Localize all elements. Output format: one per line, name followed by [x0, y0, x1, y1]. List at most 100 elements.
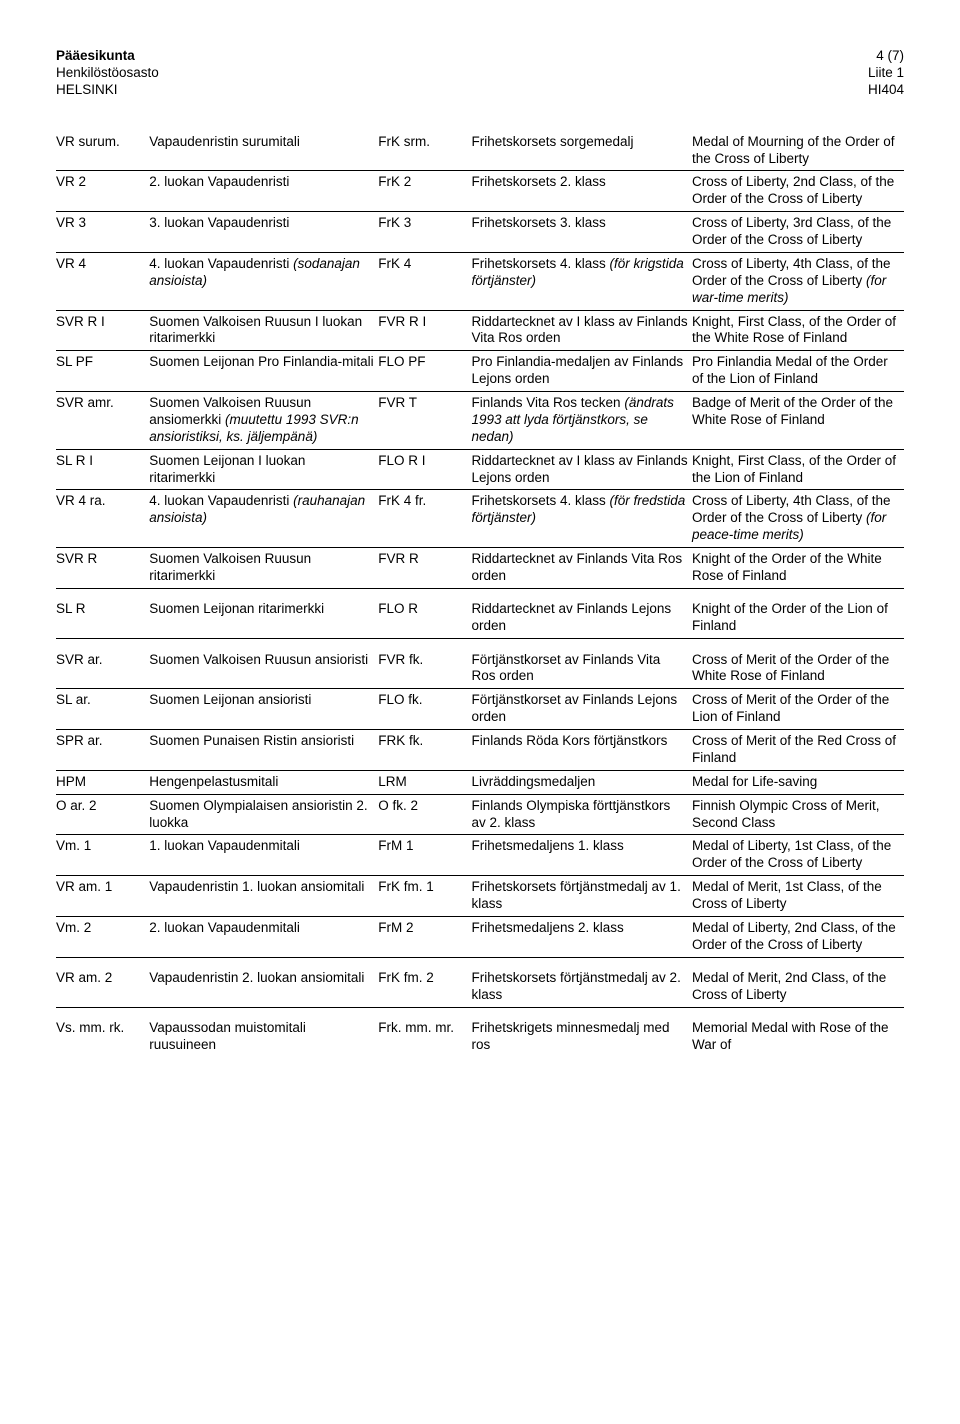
cell-e: Knight of the Order of the Lion of Finla…	[692, 598, 904, 638]
table-row: SL PFSuomen Leijonan Pro Finlandia-mital…	[56, 351, 904, 392]
cell-e: Finnish Olympic Cross of Merit, Second C…	[692, 794, 904, 835]
cell-d: Frihetsmedaljens 2. klass	[471, 916, 691, 957]
cell-d: Livräddingsmedaljen	[471, 770, 691, 794]
cell-e: Memorial Medal with Rose of the War of	[692, 1017, 904, 1057]
cell-c: FrM 2	[378, 916, 471, 957]
cell-a: HPM	[56, 770, 149, 794]
table-row: VR surum.Vapaudenristin surumitaliFrK sr…	[56, 131, 904, 171]
cell-b: Vapaudenristin surumitali	[149, 131, 378, 171]
cell-b: Hengenpelastusmitali	[149, 770, 378, 794]
cell-b: Suomen Valkoisen Ruusun I luokan ritarim…	[149, 310, 378, 351]
cell-a: VR surum.	[56, 131, 149, 171]
cell-d: Förtjänstkorset av Finlands Vita Ros ord…	[471, 649, 691, 689]
cell-a: SVR ar.	[56, 649, 149, 689]
cell-d: Frihetskorsets förtjänstmedalj av 1. kla…	[471, 876, 691, 917]
cell-c: FrK 4	[378, 252, 471, 310]
spacer-row	[56, 1007, 904, 1017]
table-row: Vm. 11. luokan VapaudenmitaliFrM 1Frihet…	[56, 835, 904, 876]
table-row: VR 22. luokan VapaudenristiFrK 2Frihetsk…	[56, 171, 904, 212]
table-row: VR 44. luokan Vapaudenristi (sodanajan a…	[56, 252, 904, 310]
table-row: SVR ar.Suomen Valkoisen Ruusun ansiorist…	[56, 649, 904, 689]
cell-a: SL R	[56, 598, 149, 638]
cell-e: Cross of Liberty, 2nd Class, of the Orde…	[692, 171, 904, 212]
cell-d: Riddartecknet av I klass av Finlands Vit…	[471, 310, 691, 351]
cell-a: SL ar.	[56, 689, 149, 730]
cell-a: SVR amr.	[56, 392, 149, 450]
cell-c: FRK fk.	[378, 730, 471, 771]
cell-b: Suomen Leijonan ansioristi	[149, 689, 378, 730]
cell-e: Medal of Liberty, 1st Class, of the Orde…	[692, 835, 904, 876]
cell-e: Cross of Liberty, 3rd Class, of the Orde…	[692, 212, 904, 253]
table-row: SVR RSuomen Valkoisen Ruusun ritarimerkk…	[56, 548, 904, 589]
cell-d: Frihetskorsets 3. klass	[471, 212, 691, 253]
table-row: SL RSuomen Leijonan ritarimerkkiFLO RRid…	[56, 598, 904, 638]
cell-b: Suomen Leijonan Pro Finlandia-mitali	[149, 351, 378, 392]
spacer-row	[56, 957, 904, 967]
cell-c: FVR T	[378, 392, 471, 450]
cell-b: Suomen Leijonan I luokan ritarimerkki	[149, 449, 378, 490]
table-row: SVR R ISuomen Valkoisen Ruusun I luokan …	[56, 310, 904, 351]
cell-c: FLO fk.	[378, 689, 471, 730]
cell-b: Vapaudenristin 2. luokan ansiomitali	[149, 967, 378, 1007]
table-row: O ar. 2Suomen Olympialaisen ansioristin …	[56, 794, 904, 835]
cell-e: Pro Finlandia Medal of the Order of the …	[692, 351, 904, 392]
cell-e: Knight of the Order of the White Rose of…	[692, 548, 904, 589]
cell-b: Suomen Olympialaisen ansioristin 2. luok…	[149, 794, 378, 835]
cell-d: Frihetskorsets 2. klass	[471, 171, 691, 212]
cell-e: Medal of Liberty, 2nd Class, of the Orde…	[692, 916, 904, 957]
org-line3: HELSINKI	[56, 82, 159, 99]
page-header: Pääesikunta Henkilöstöosasto HELSINKI 4 …	[56, 48, 904, 99]
cell-d: Finlands Olympiska förttjänstkors av 2. …	[471, 794, 691, 835]
header-left: Pääesikunta Henkilöstöosasto HELSINKI	[56, 48, 159, 99]
cell-b: Suomen Punaisen Ristin ansioristi	[149, 730, 378, 771]
cell-c: FrM 1	[378, 835, 471, 876]
cell-e: Cross of Liberty, 4th Class, of the Orde…	[692, 490, 904, 548]
cell-b: 3. luokan Vapaudenristi	[149, 212, 378, 253]
cell-c: FrK fm. 2	[378, 967, 471, 1007]
cell-d: Förtjänstkorset av Finlands Lejons orden	[471, 689, 691, 730]
cell-c: FrK 3	[378, 212, 471, 253]
spacer-row	[56, 588, 904, 598]
cell-e: Medal for Life-saving	[692, 770, 904, 794]
table-row: VR 4 ra.4. luokan Vapaudenristi (rauhana…	[56, 490, 904, 548]
table-row: SVR amr.Suomen Valkoisen Ruusun ansiomer…	[56, 392, 904, 450]
cell-c: Frk. mm. mr.	[378, 1017, 471, 1057]
cell-e: Badge of Merit of the Order of the White…	[692, 392, 904, 450]
cell-c: FrK 2	[378, 171, 471, 212]
cell-c: FrK fm. 1	[378, 876, 471, 917]
cell-a: VR 2	[56, 171, 149, 212]
table-row: SL ar.Suomen Leijonan ansioristiFLO fk.F…	[56, 689, 904, 730]
cell-c: FVR R I	[378, 310, 471, 351]
cell-a: Vs. mm. rk.	[56, 1017, 149, 1057]
cell-a: SVR R I	[56, 310, 149, 351]
page-number: 4 (7)	[868, 48, 904, 65]
cell-a: Vm. 1	[56, 835, 149, 876]
cell-a: VR 3	[56, 212, 149, 253]
table-row: HPMHengenpelastusmitaliLRMLivräddingsmed…	[56, 770, 904, 794]
cell-c: FLO R I	[378, 449, 471, 490]
cell-a: VR am. 1	[56, 876, 149, 917]
cell-a: VR am. 2	[56, 967, 149, 1007]
cell-a: SL PF	[56, 351, 149, 392]
spacer-row	[56, 639, 904, 649]
header-right: 4 (7) Liite 1 HI404	[868, 48, 904, 99]
table-row: VR 33. luokan VapaudenristiFrK 3Frihetsk…	[56, 212, 904, 253]
cell-e: Medal of Merit, 2nd Class, of the Cross …	[692, 967, 904, 1007]
table-row: Vm. 22. luokan VapaudenmitaliFrM 2Frihet…	[56, 916, 904, 957]
cell-b: Suomen Valkoisen Ruusun ritarimerkki	[149, 548, 378, 589]
cell-c: FLO R	[378, 598, 471, 638]
cell-d: Frihetskorsets sorgemedalj	[471, 131, 691, 171]
cell-d: Frihetskorsets 4. klass (för krigstida f…	[471, 252, 691, 310]
table-row: VR am. 1Vapaudenristin 1. luokan ansiomi…	[56, 876, 904, 917]
cell-d: Riddartecknet av I klass av Finlands Lej…	[471, 449, 691, 490]
cell-c: O fk. 2	[378, 794, 471, 835]
cell-a: Vm. 2	[56, 916, 149, 957]
org-line2: Henkilöstöosasto	[56, 65, 159, 82]
cell-d: Frihetskorsets 4. klass (för fredstida f…	[471, 490, 691, 548]
cell-d: Frihetskrigets minnesmedalj med ros	[471, 1017, 691, 1057]
cell-b: Vapaudenristin 1. luokan ansiomitali	[149, 876, 378, 917]
org-line1: Pääesikunta	[56, 48, 159, 65]
cell-e: Cross of Merit of the Order of the Lion …	[692, 689, 904, 730]
cell-e: Knight, First Class, of the Order of the…	[692, 310, 904, 351]
cell-d: Riddartecknet av Finlands Lejons orden	[471, 598, 691, 638]
